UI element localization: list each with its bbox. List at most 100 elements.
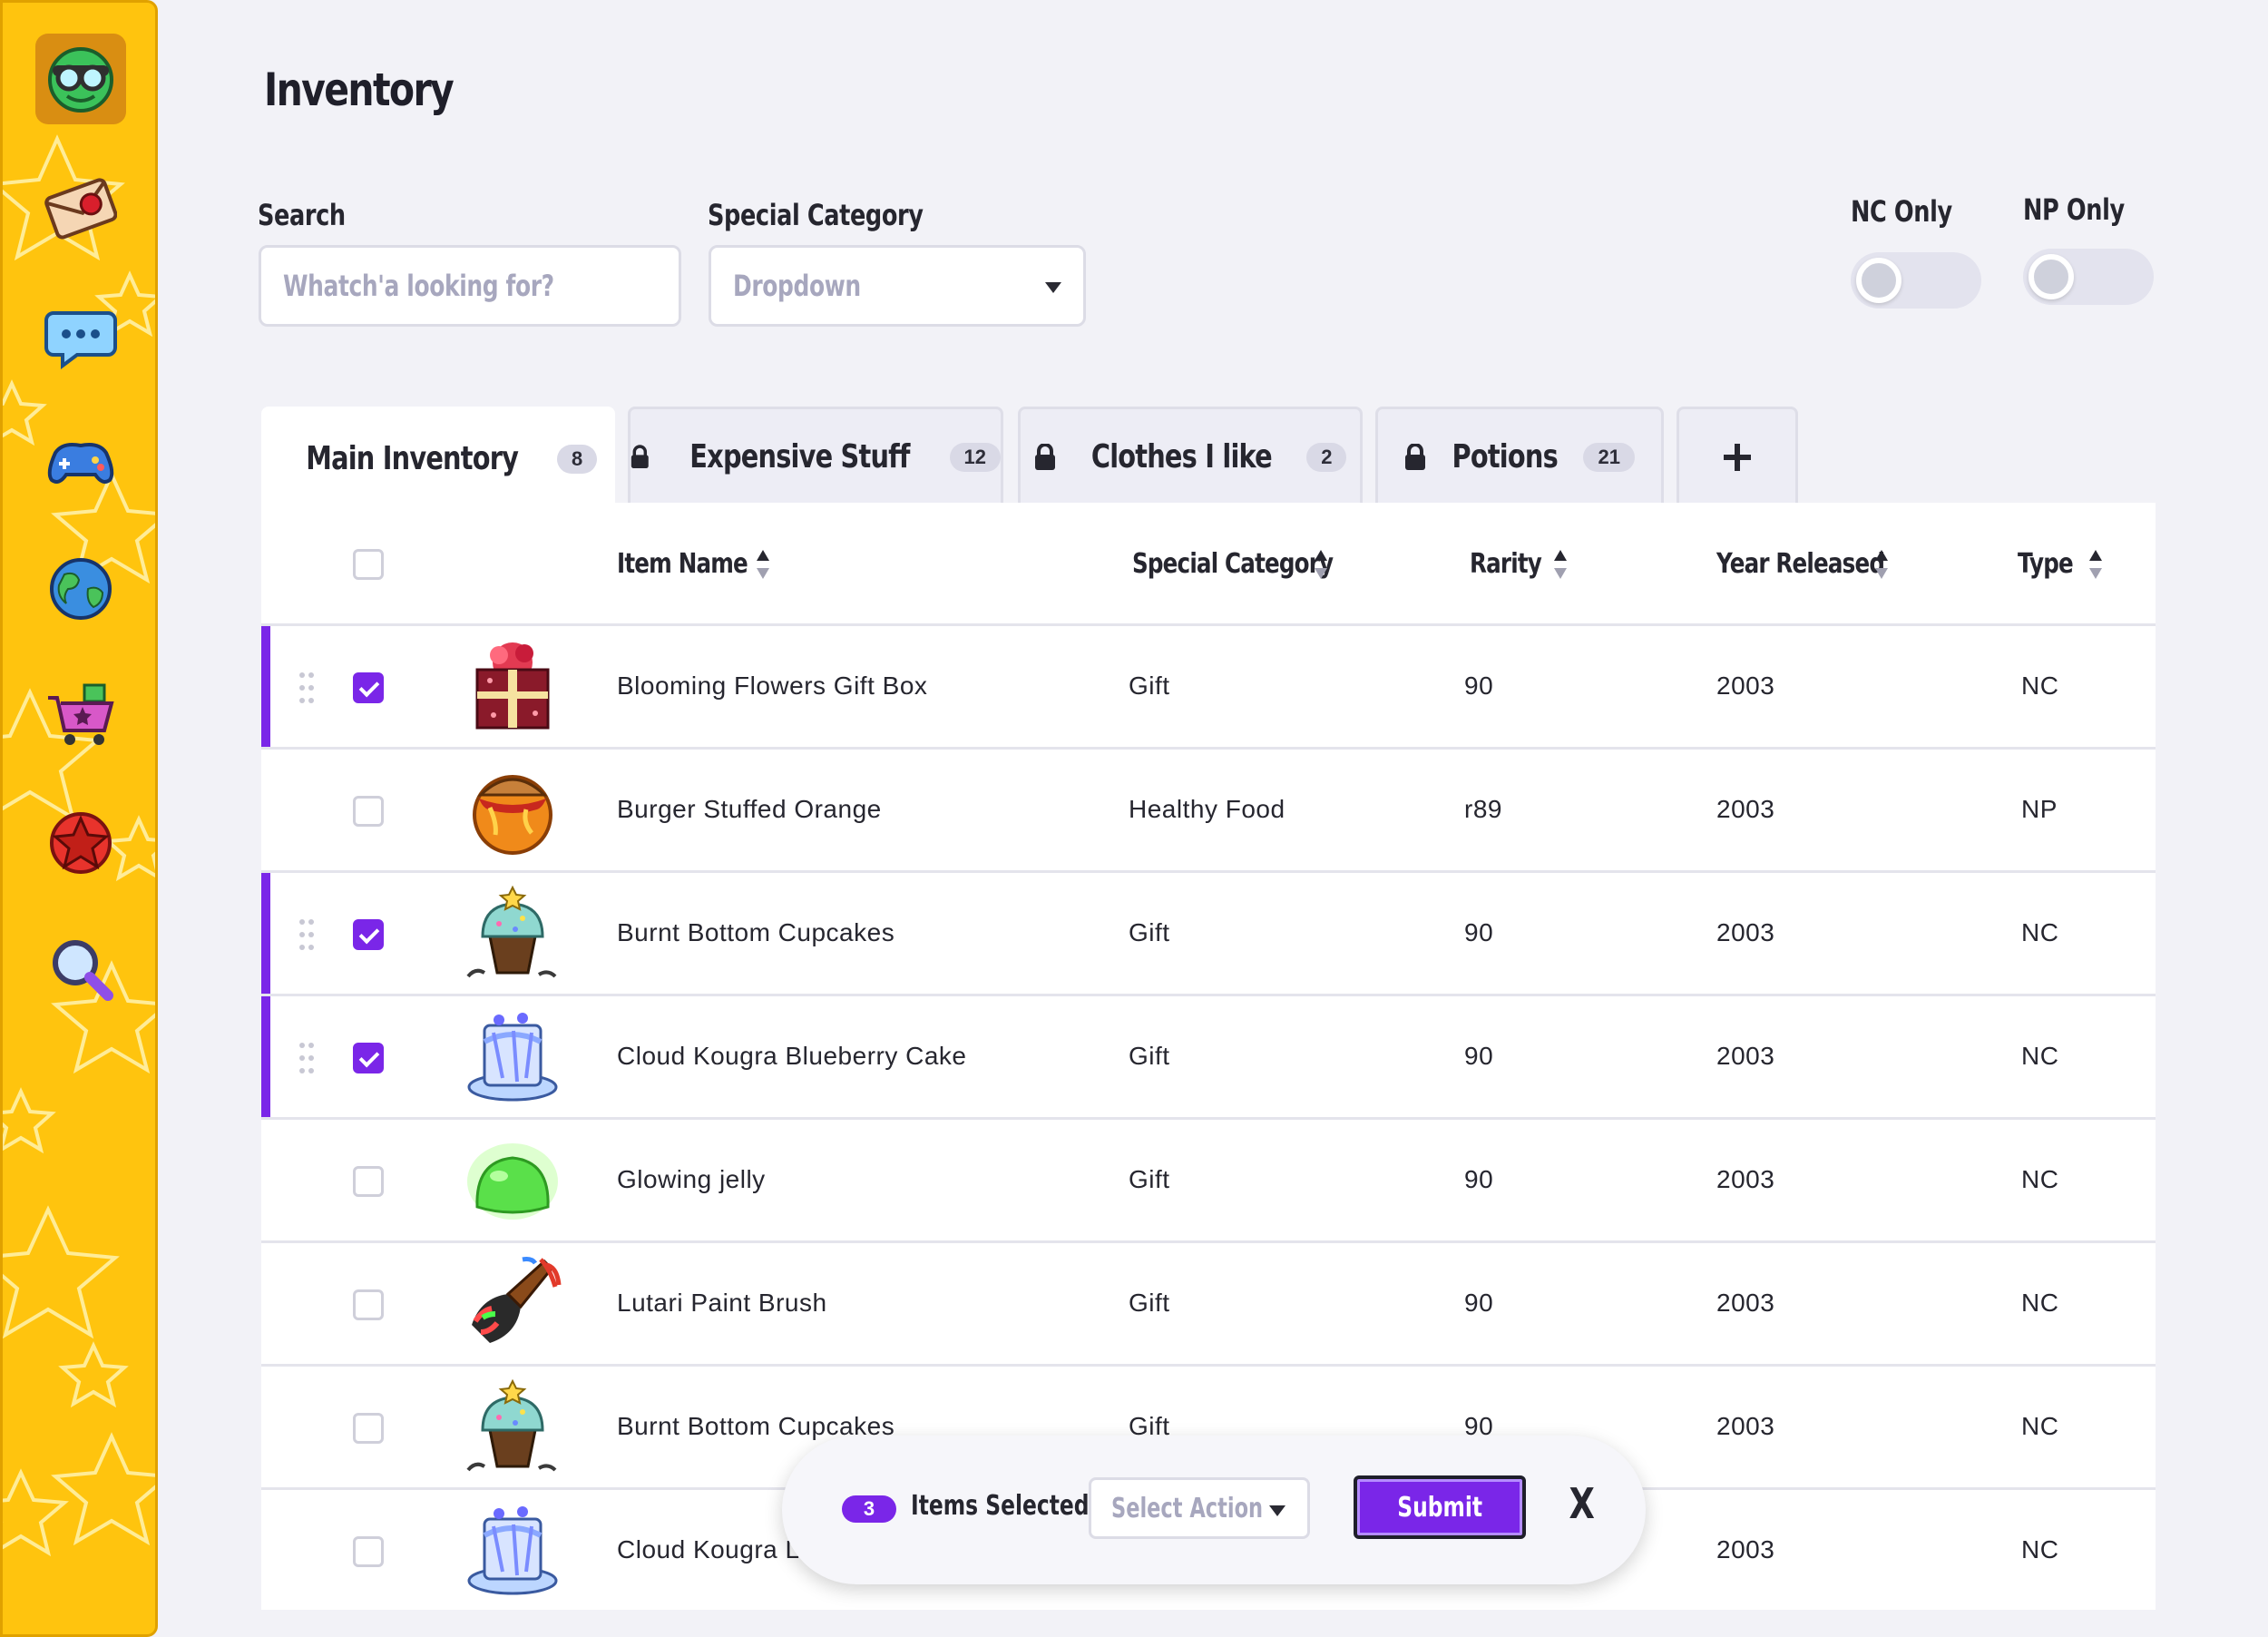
drag-handle-icon[interactable]	[298, 1040, 316, 1076]
row-checkbox[interactable]	[353, 1043, 384, 1073]
tab-main-inventory[interactable]: Main Inventory 8	[261, 407, 615, 508]
nc-only-toggle[interactable]	[1851, 252, 1981, 309]
sort-icon[interactable]	[1874, 548, 1889, 581]
column-header-rarity[interactable]: Rarity	[1470, 548, 1542, 580]
item-type: NC	[2021, 1535, 2059, 1563]
item-name: Glowing jelly	[617, 1165, 766, 1193]
table-row[interactable]: Cloud Kougra L 2003 NC	[261, 1490, 2156, 1610]
item-year: 2003	[1716, 1535, 1775, 1563]
close-action-bar-button[interactable]: X	[1569, 1479, 1595, 1528]
gamepad-icon[interactable]	[35, 417, 126, 507]
row-checkbox[interactable]	[353, 1289, 384, 1320]
item-type: NC	[2021, 1412, 2059, 1440]
search-icon[interactable]	[35, 925, 126, 1015]
item-type: NC	[2021, 918, 2059, 946]
tab-count-badge: 21	[1583, 442, 1635, 472]
row-checkbox[interactable]	[353, 1166, 384, 1197]
sort-icon[interactable]	[1553, 548, 1568, 581]
tab-count-badge: 2	[1306, 442, 1347, 472]
table-row[interactable]: Burger Stuffed Orange Healthy Food r89 2…	[261, 750, 2156, 873]
drag-handle-icon[interactable]	[298, 917, 316, 953]
item-name: Burnt Bottom Cupcakes	[617, 1412, 895, 1440]
tab-label: Potions	[1452, 438, 1559, 475]
tab-label: Main Inventory	[305, 440, 519, 477]
table-row[interactable]: Cloud Kougra Blueberry Cake Gift 90 2003…	[261, 996, 2156, 1120]
burger-orange-icon	[473, 775, 552, 855]
item-category: Gift	[1129, 1042, 1170, 1070]
row-checkbox[interactable]	[353, 919, 384, 950]
jelly-icon	[467, 1143, 558, 1220]
blueberry-cake-icon	[467, 1013, 558, 1102]
item-type: NC	[2021, 671, 2059, 700]
select-action-dropdown[interactable]: Select Action	[1089, 1477, 1310, 1539]
tab-clothes-i-like[interactable]: Clothes I like 2	[1018, 407, 1363, 505]
bulk-action-bar: 3 Items Selected Select Action Submit X	[782, 1436, 1646, 1584]
column-header-special-category[interactable]: Special Category	[1132, 548, 1334, 580]
row-checkbox[interactable]	[353, 672, 384, 703]
row-checkbox[interactable]	[353, 1536, 384, 1567]
item-rarity: 90	[1464, 1412, 1494, 1440]
select-action-placeholder: Select Action	[1111, 1493, 1264, 1524]
avatar-icon[interactable]	[35, 34, 126, 124]
np-only-toggle[interactable]	[2023, 249, 2154, 305]
column-header-item-name[interactable]: Item Name	[617, 548, 748, 580]
chevron-down-icon	[1045, 282, 1061, 293]
item-rarity: 90	[1464, 918, 1494, 946]
table-row[interactable]: Lutari Paint Brush Gift 90 2003 NC	[261, 1243, 2156, 1367]
item-name: Burger Stuffed Orange	[617, 795, 882, 823]
column-header-year-released[interactable]: Year Released	[1716, 548, 1885, 580]
plus-icon	[1724, 443, 1751, 471]
search-input[interactable]: Whatch'a looking for?	[259, 245, 681, 327]
lock-icon	[1034, 443, 1055, 470]
paint-brush-icon	[472, 1257, 562, 1343]
table-row[interactable]: Blooming Flowers Gift Box Gift 90 2003 N…	[261, 626, 2156, 750]
tab-count-badge: 8	[557, 444, 598, 474]
select-all-checkbox[interactable]	[353, 549, 384, 580]
item-name: Blooming Flowers Gift Box	[617, 671, 928, 700]
item-rarity: r89	[1464, 795, 1502, 823]
search-label: Search	[258, 198, 346, 232]
chevron-down-icon	[1269, 1505, 1286, 1516]
tab-potions[interactable]: Potions 21	[1375, 407, 1664, 505]
tab-label: Clothes I like	[1090, 438, 1272, 475]
item-year: 2003	[1716, 1042, 1775, 1070]
tab-count-badge: 12	[949, 442, 1001, 472]
sort-icon[interactable]	[2088, 548, 2103, 581]
sidebar	[0, 0, 158, 1637]
toggle-knob	[2028, 254, 2074, 299]
star-badge-icon[interactable]	[35, 798, 126, 888]
search-placeholder: Whatch'a looking for?	[283, 269, 554, 303]
item-type: NC	[2021, 1289, 2059, 1317]
inventory-table: Item Name Special Category Rarity Year R…	[261, 503, 2156, 1610]
globe-icon[interactable]	[35, 544, 126, 634]
mail-icon[interactable]	[35, 162, 126, 253]
item-type: NP	[2021, 795, 2058, 823]
item-rarity: 90	[1464, 1042, 1494, 1070]
add-tab-button[interactable]	[1677, 407, 1798, 505]
item-name: Cloud Kougra L	[617, 1535, 800, 1563]
category-dropdown[interactable]: Dropdown	[709, 245, 1086, 327]
item-type: NC	[2021, 1165, 2059, 1193]
row-checkbox[interactable]	[353, 796, 384, 827]
selected-count-label: Items Selected	[911, 1490, 1090, 1522]
table-row[interactable]: Burnt Bottom Cupcakes Gift 90 2003 NC	[261, 873, 2156, 996]
drag-handle-icon[interactable]	[298, 670, 316, 706]
blueberry-cake-icon	[467, 1506, 558, 1595]
table-header: Item Name Special Category Rarity Year R…	[261, 503, 2156, 626]
chat-icon[interactable]	[35, 289, 126, 380]
column-header-type[interactable]: Type	[2018, 548, 2074, 580]
category-dropdown-value: Dropdown	[733, 269, 861, 303]
nc-only-label: NC Only	[1851, 194, 1952, 229]
submit-button[interactable]: Submit	[1354, 1475, 1526, 1539]
item-year: 2003	[1716, 1165, 1775, 1193]
sort-icon[interactable]	[756, 548, 770, 581]
sort-icon[interactable]	[1314, 548, 1328, 581]
shop-cart-icon[interactable]	[35, 671, 126, 761]
category-label: Special Category	[708, 198, 924, 232]
row-checkbox[interactable]	[353, 1413, 384, 1444]
item-year: 2003	[1716, 671, 1775, 700]
table-row[interactable]: Glowing jelly Gift 90 2003 NC	[261, 1120, 2156, 1243]
item-category: Healthy Food	[1129, 795, 1286, 823]
toggle-knob	[1856, 258, 1901, 303]
tab-expensive-stuff[interactable]: Expensive Stuff 12	[628, 407, 1003, 505]
